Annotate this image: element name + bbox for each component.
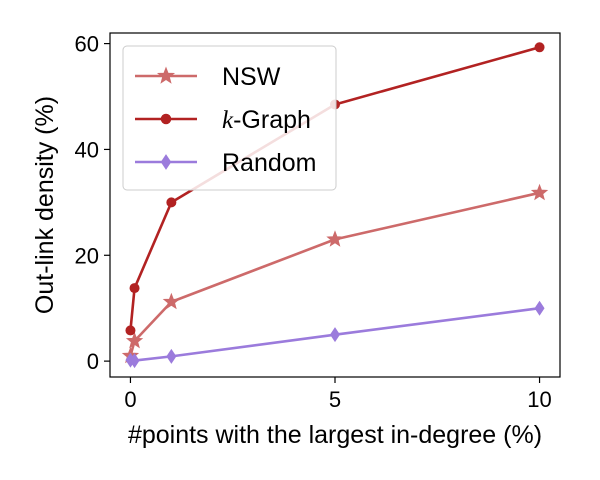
x-tick-label: 5 — [329, 387, 341, 412]
legend-marker — [160, 113, 172, 125]
legend-label: k-Graph — [222, 106, 311, 134]
data-point — [166, 348, 177, 364]
x-axis: 0 5 10 — [124, 377, 552, 412]
y-tick-label: 60 — [75, 32, 99, 57]
legend-entries: NSW k-Graph Random — [135, 63, 317, 177]
data-point — [330, 327, 340, 343]
data-point — [125, 331, 144, 349]
data-point — [534, 42, 545, 53]
data-point — [530, 183, 549, 201]
y-axis-label: Out-link density (%) — [31, 96, 59, 314]
legend-marker — [156, 66, 176, 84]
legend-label: Random — [222, 149, 317, 177]
data-point — [129, 353, 140, 369]
legend-label-italic: k — [222, 107, 234, 134]
legend-box — [122, 45, 337, 191]
legend-entry: k-Graph — [135, 106, 311, 134]
data-point — [125, 325, 136, 336]
data-point — [534, 300, 545, 316]
data-point — [166, 197, 177, 208]
data-point — [129, 283, 140, 294]
legend-entry: Random — [135, 149, 317, 177]
y-axis: 0 20 40 60 — [75, 32, 110, 374]
legend-marker — [160, 154, 172, 170]
data-point — [326, 230, 344, 247]
x-tick-label: 10 — [527, 387, 551, 412]
x-axis-label: #points with the largest in-degree (%) — [128, 421, 542, 449]
y-tick-label: 20 — [75, 243, 99, 268]
y-tick-label: 40 — [75, 137, 99, 162]
series-random — [125, 300, 545, 369]
legend-label: NSW — [222, 63, 281, 91]
legend-label-rest: -Graph — [233, 106, 311, 134]
data-point — [162, 292, 181, 310]
x-tick-label: 0 — [124, 387, 136, 412]
y-tick-label: 0 — [87, 349, 99, 374]
legend-entry: NSW — [135, 63, 281, 91]
legend: NSW k-Graph Random — [122, 45, 337, 191]
